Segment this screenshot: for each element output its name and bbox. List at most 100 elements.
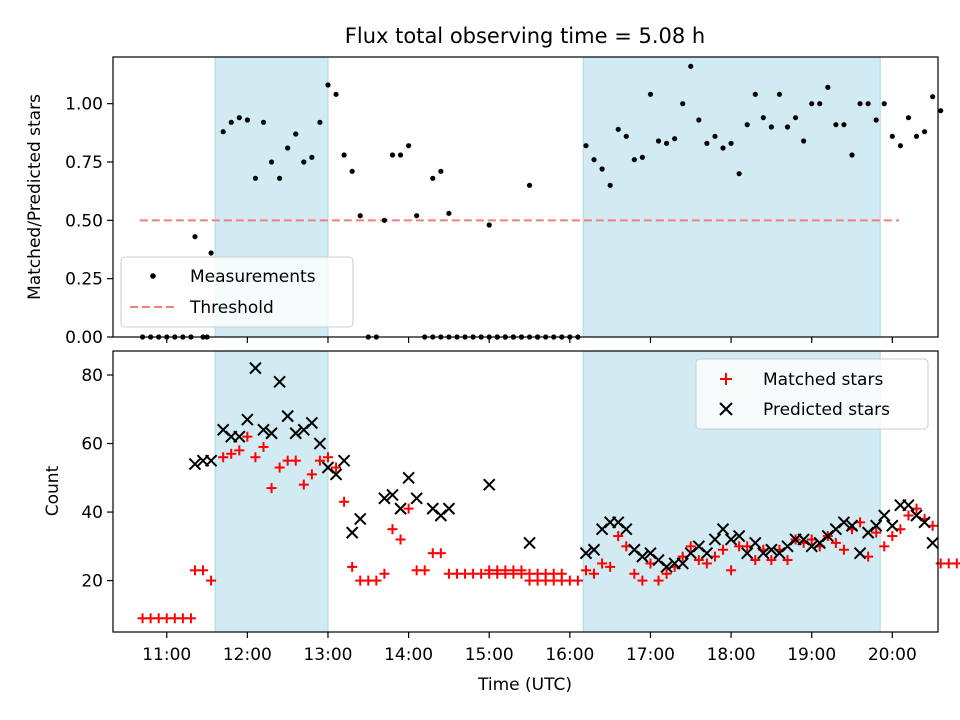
- y-tick-label: 0.75: [65, 153, 103, 173]
- x-tick-label: 19:00: [787, 645, 836, 665]
- predicted-point: [483, 478, 496, 491]
- matched-point: [290, 455, 301, 466]
- predicted-point: [249, 361, 262, 375]
- predicted-point: [902, 499, 915, 512]
- measurement-point: [277, 175, 283, 181]
- measurement-point: [776, 91, 783, 97]
- predicted-star-markers: [188, 361, 939, 574]
- measurement-point: [801, 138, 807, 144]
- x-tick-label: 16:00: [545, 645, 594, 665]
- measurement-point: [406, 143, 412, 149]
- predicted-point: [886, 519, 899, 532]
- measurement-point: [349, 168, 355, 174]
- measurement-point: [341, 152, 347, 158]
- measurement-point: [792, 115, 799, 121]
- x-tick-label: 18:00: [707, 645, 756, 665]
- matched-point: [298, 479, 309, 490]
- y-tick-label: 0.00: [65, 328, 103, 348]
- matched-point: [871, 527, 882, 538]
- bottom-legend: Matched stars Predicted stars: [695, 358, 929, 430]
- matched-point: [347, 561, 358, 572]
- matched-point: [234, 445, 245, 456]
- legend-predicted-label: Predicted stars: [763, 400, 890, 420]
- measurement-point: [220, 129, 226, 135]
- measurement-point: [760, 115, 766, 121]
- bottom-legend-box: [695, 358, 929, 430]
- measurement-point: [833, 122, 839, 128]
- matched-point: [693, 555, 704, 566]
- matched-point: [597, 558, 608, 569]
- measurement-point: [768, 124, 774, 130]
- predicted-point: [265, 427, 278, 440]
- measurement-point: [430, 175, 436, 181]
- matched-point: [580, 565, 591, 576]
- matched-point: [516, 565, 527, 576]
- predicted-point: [386, 488, 399, 502]
- measurement-point: [615, 126, 621, 132]
- predicted-point: [708, 533, 722, 546]
- measurement-point: [938, 108, 944, 114]
- measurement-point: [486, 222, 492, 228]
- predicted-point: [233, 430, 246, 443]
- measurement-point: [728, 140, 734, 146]
- measurement-point: [414, 213, 420, 219]
- matched-point: [198, 565, 209, 576]
- top-axes-frame: [112, 56, 939, 338]
- measurement-point: [325, 82, 331, 88]
- bottom-x-ticks: 11:00 12:00 13:00 14:00 15:00 16:00 17:00 18:00…: [142, 632, 917, 665]
- matched-point: [830, 537, 841, 548]
- measurement-point: [192, 234, 198, 240]
- measurement-point: [397, 152, 404, 158]
- measurement-point: [712, 133, 718, 139]
- predicted-point: [732, 529, 746, 543]
- measurement-point: [647, 91, 654, 97]
- matched-point: [701, 558, 712, 569]
- predicted-point: [241, 413, 254, 426]
- predicted-point: [700, 546, 714, 560]
- measurement-point: [825, 84, 831, 90]
- matched-point: [314, 455, 325, 466]
- predicted-point: [402, 471, 415, 484]
- matched-point: [750, 555, 761, 566]
- matched-point: [387, 524, 398, 535]
- measurement-point: [607, 182, 613, 188]
- matched-point: [838, 544, 849, 555]
- predicted-point: [354, 512, 367, 526]
- measurement-point: [623, 133, 629, 139]
- predicted-point: [853, 546, 867, 560]
- predicted-point: [587, 543, 601, 556]
- x-tick-label: 11:00: [142, 645, 191, 665]
- y-tick-label: 1.00: [65, 95, 103, 115]
- matched-point: [242, 431, 253, 442]
- bottom-y-axis-label: Count: [43, 465, 63, 516]
- measurement-point: [208, 250, 214, 256]
- predicted-point: [305, 416, 319, 430]
- predicted-point: [442, 502, 456, 515]
- matched-point: [266, 483, 277, 494]
- measurement-point: [905, 115, 912, 121]
- measurement-point: [913, 133, 920, 139]
- x-tick-label: 20:00: [868, 645, 917, 665]
- bottom-y-ticks: 20 40 60 80: [81, 366, 113, 592]
- measurement-point: [809, 101, 815, 107]
- matched-point: [371, 575, 382, 586]
- measurement-point: [285, 145, 291, 151]
- predicted-point: [289, 427, 302, 440]
- matched-point: [339, 496, 350, 507]
- measurement-point: [252, 175, 259, 181]
- matched-point: [903, 510, 914, 521]
- predicted-point: [273, 375, 286, 389]
- measurement-point: [873, 117, 879, 123]
- measurement-point: [655, 138, 662, 144]
- legend-matched-label: Matched stars: [763, 370, 883, 390]
- matched-point: [250, 452, 261, 463]
- predicted-point: [805, 540, 818, 553]
- predicted-point: [676, 557, 689, 570]
- matched-point: [218, 452, 229, 463]
- matched-point: [766, 555, 777, 566]
- matched-point: [589, 568, 600, 579]
- predicted-point: [749, 536, 762, 550]
- measurement-point: [446, 210, 452, 216]
- measurement-point: [357, 213, 363, 219]
